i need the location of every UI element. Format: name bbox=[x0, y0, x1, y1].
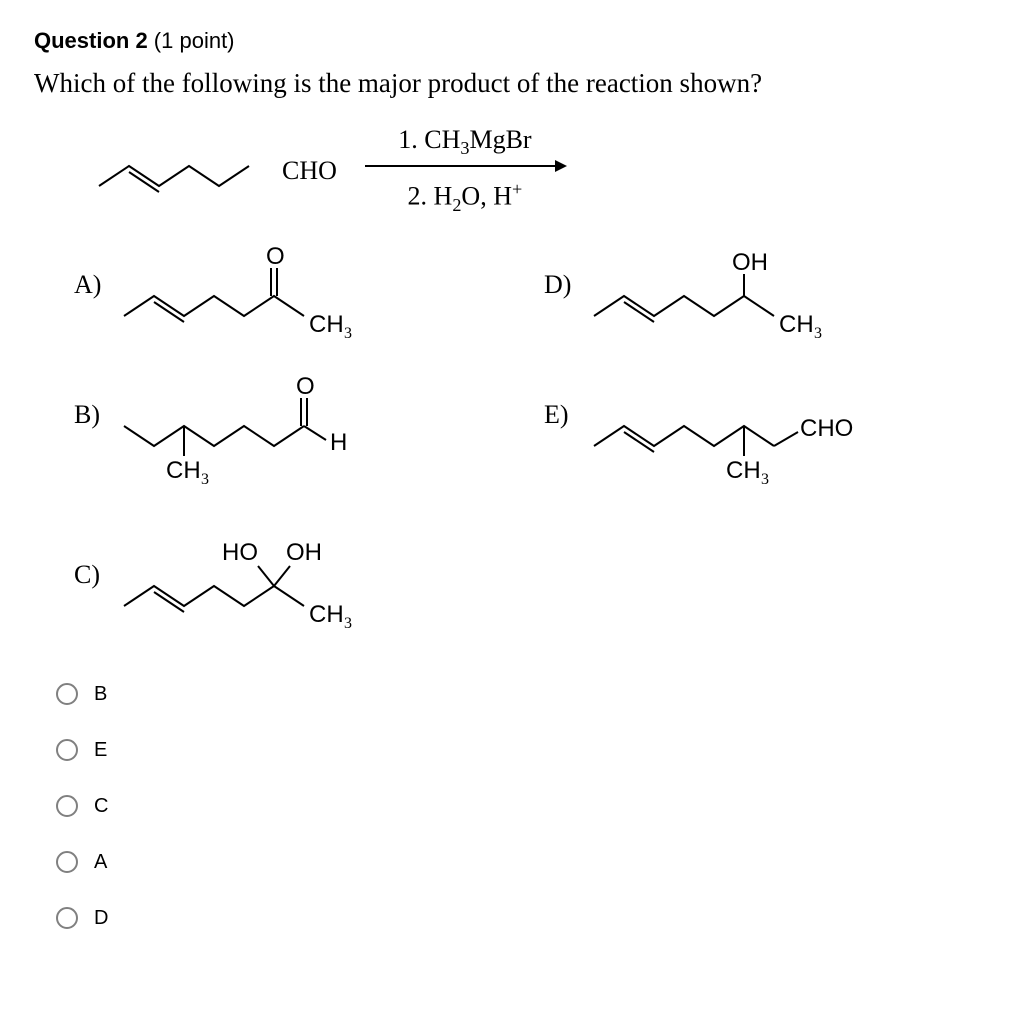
choice-B: B) CH3 O H bbox=[74, 376, 504, 506]
radio-button[interactable] bbox=[56, 795, 78, 817]
choice-C-structure: HO OH CH3 bbox=[114, 536, 434, 636]
svg-text:3: 3 bbox=[201, 471, 209, 488]
choice-C-label: C) bbox=[74, 536, 114, 590]
choice-E-label: E) bbox=[544, 376, 584, 430]
svg-text:H: H bbox=[330, 429, 347, 456]
svg-text:3: 3 bbox=[344, 615, 352, 632]
choice-A-structure: O CH3 bbox=[114, 246, 414, 346]
radio-button[interactable] bbox=[56, 851, 78, 873]
choice-E-structure: CH3 CHO bbox=[584, 376, 904, 506]
reagent-line-2: 2. H2O, H+ bbox=[408, 179, 523, 216]
substrate-structure bbox=[94, 141, 274, 201]
radio-list: B E C A D bbox=[56, 666, 977, 946]
svg-text:3: 3 bbox=[761, 471, 769, 488]
svg-text:3: 3 bbox=[344, 325, 352, 342]
choice-D: D) OH CH3 bbox=[544, 246, 974, 346]
svg-text:CH: CH bbox=[309, 311, 344, 338]
reaction-arrow: 1. CH3MgBr 2. H2O, H+ bbox=[365, 125, 565, 216]
question-number: Question 2 bbox=[34, 28, 148, 53]
radio-button[interactable] bbox=[56, 739, 78, 761]
answer-choices: A) O CH3 D) OH CH3 bbox=[74, 246, 974, 636]
choice-D-label: D) bbox=[544, 246, 584, 300]
radio-option-E[interactable]: E bbox=[56, 722, 977, 778]
choice-A: A) O CH3 bbox=[74, 246, 504, 346]
choice-D-structure: OH CH3 bbox=[584, 246, 904, 346]
svg-text:CH: CH bbox=[309, 601, 344, 628]
question-prompt: Which of the following is the major prod… bbox=[34, 68, 977, 99]
svg-text:3: 3 bbox=[814, 325, 822, 342]
svg-text:CH: CH bbox=[779, 311, 814, 338]
radio-option-C[interactable]: C bbox=[56, 778, 977, 834]
radio-label: D bbox=[94, 907, 108, 930]
choice-A-label: A) bbox=[74, 246, 114, 300]
svg-text:OH: OH bbox=[732, 249, 768, 276]
radio-label: A bbox=[94, 851, 107, 874]
radio-button[interactable] bbox=[56, 683, 78, 705]
svg-text:HO: HO bbox=[222, 539, 258, 566]
svg-text:CHO: CHO bbox=[800, 415, 853, 442]
svg-text:CH: CH bbox=[726, 457, 761, 484]
svg-text:CH: CH bbox=[166, 457, 201, 484]
question-points: (1 point) bbox=[148, 28, 235, 53]
radio-label: C bbox=[94, 795, 108, 818]
choice-C: C) HO OH CH3 bbox=[74, 536, 504, 636]
choice-E: E) CH3 CHO bbox=[544, 376, 974, 506]
reagent-line-1: 1. CH3MgBr bbox=[398, 125, 531, 159]
svg-text:O: O bbox=[266, 246, 285, 270]
radio-label: E bbox=[94, 739, 107, 762]
radio-option-B[interactable]: B bbox=[56, 666, 977, 722]
choice-B-label: B) bbox=[74, 376, 114, 430]
choice-B-structure: CH3 O H bbox=[114, 376, 414, 506]
cho-label: CHO bbox=[282, 156, 337, 186]
radio-button[interactable] bbox=[56, 907, 78, 929]
radio-option-D[interactable]: D bbox=[56, 890, 977, 946]
radio-option-A[interactable]: A bbox=[56, 834, 977, 890]
reaction-scheme: CHO 1. CH3MgBr 2. H2O, H+ bbox=[94, 125, 977, 216]
question-header: Question 2 (1 point) bbox=[34, 28, 977, 54]
radio-label: B bbox=[94, 683, 107, 706]
svg-text:OH: OH bbox=[286, 539, 322, 566]
svg-text:O: O bbox=[296, 376, 315, 400]
